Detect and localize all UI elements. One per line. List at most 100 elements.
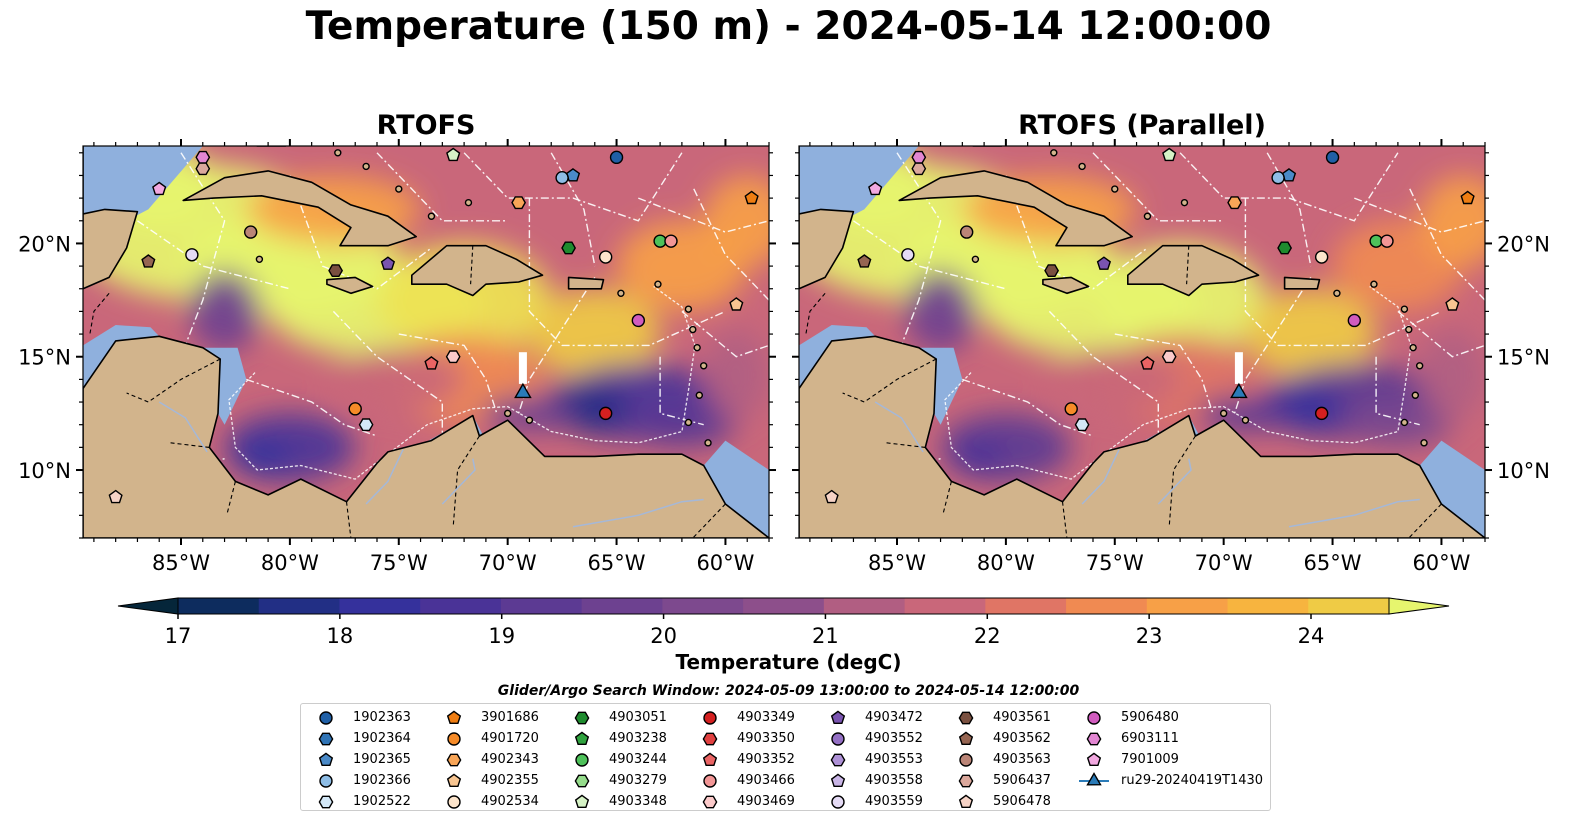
legend-item: 4903279 — [565, 770, 667, 791]
land-cuba — [182, 170, 418, 247]
legend-swatch — [319, 711, 333, 725]
legend-label: 4903559 — [865, 794, 923, 809]
island — [971, 255, 980, 263]
eez-boundary — [638, 197, 769, 233]
legend-item: 3901686 — [437, 707, 539, 728]
eez-boundary — [1408, 186, 1485, 301]
float-marker-4903563 — [243, 225, 258, 239]
lon-tick-label: 70°W — [479, 551, 537, 575]
hexagon-marker-icon — [574, 774, 590, 788]
island — [362, 162, 370, 171]
eez-boundary — [1354, 197, 1485, 233]
float-marker-4903348 — [446, 147, 461, 162]
colorbar: 17 18 19 20 21 22 23 24 — [117, 597, 1450, 648]
legend-label: 4903352 — [737, 752, 795, 767]
pentagon-marker-icon — [318, 752, 334, 766]
circle-marker-icon — [1087, 711, 1101, 725]
legend-label: 4903561 — [993, 710, 1051, 725]
glider-track — [518, 352, 527, 384]
colorbar-tick-label: 22 — [974, 624, 1001, 648]
island — [1411, 391, 1420, 399]
circle-marker-icon — [703, 711, 717, 725]
legend-label: 1902364 — [353, 731, 411, 746]
colorbar-extend-min — [117, 597, 179, 615]
lon-tick-label: 80°W — [977, 551, 1035, 575]
land-florida — [256, 146, 287, 147]
legend-item: 4903238 — [565, 728, 667, 749]
lon-tick-label: 65°W — [588, 551, 646, 575]
legend-item: 1902366 — [309, 770, 411, 791]
legend-swatch — [574, 711, 590, 725]
legend-label: 4903472 — [865, 710, 923, 725]
float-marker-4903352 — [424, 356, 439, 370]
legend-label: 5906478 — [993, 794, 1051, 809]
legend-item: 1902363 — [309, 707, 411, 728]
island — [503, 409, 512, 418]
land-jamaica — [326, 276, 374, 295]
river — [874, 401, 924, 453]
shelf-area — [1419, 440, 1485, 538]
legend-swatch — [1087, 711, 1101, 725]
float-marker-4903348 — [1162, 147, 1177, 162]
eez-boundary — [962, 378, 1094, 437]
lon-tick-label: 85°W — [868, 551, 926, 575]
island — [255, 255, 264, 263]
legend-item: 4903552 — [821, 728, 923, 749]
island — [1241, 416, 1250, 424]
legend-item: 4903559 — [821, 791, 923, 812]
legend-item: 5906437 — [949, 770, 1051, 791]
island — [704, 439, 712, 447]
colorbar-segment — [823, 598, 906, 614]
land-central — [83, 335, 769, 538]
colorbar-tick-label: 24 — [1298, 624, 1325, 648]
search-window-text: Glider/Argo Search Window: 2024-05-09 13… — [497, 683, 1080, 699]
river — [1288, 498, 1420, 528]
legend-item: 5906478 — [949, 791, 1051, 812]
legend-item: 4902355 — [437, 770, 539, 791]
lon-tick-label: 75°W — [1086, 551, 1144, 575]
colorbar-segment — [339, 598, 421, 614]
legend-label: 4903244 — [609, 752, 667, 767]
eez-boundary — [692, 186, 769, 301]
country-border — [452, 435, 480, 527]
float-marker-4902534 — [598, 250, 613, 264]
legend-swatch — [831, 795, 845, 809]
colorbar-segment — [1227, 598, 1309, 614]
float-marker-4902534 — [1314, 250, 1329, 264]
legend-swatch — [447, 732, 461, 746]
hexagon-marker-icon — [318, 732, 334, 746]
colorbar-extend-max — [1388, 597, 1450, 615]
legend-swatch — [1086, 772, 1102, 786]
country-border — [226, 481, 236, 516]
float-marker-5906480 — [631, 313, 646, 328]
circle-marker-icon — [319, 711, 333, 725]
legend-label: 4903563 — [993, 752, 1051, 767]
legend-swatch — [958, 774, 974, 788]
island — [427, 212, 436, 220]
legend-label: 4903562 — [993, 731, 1051, 746]
colorbar-segment — [662, 598, 744, 614]
eez-boundary — [137, 220, 291, 290]
circle-marker-icon — [703, 774, 717, 788]
legend-swatch — [702, 795, 718, 809]
float-marker-4902355 — [729, 297, 744, 311]
legend-item: 4903562 — [949, 728, 1051, 749]
pentagon-marker-icon — [830, 773, 846, 787]
legend-label: 4903051 — [609, 710, 667, 725]
legend-column: 5906480 6903111 7901009 ru29-20240419T1430 — [1077, 707, 1263, 791]
hexagon-marker-icon — [574, 711, 590, 725]
float-marker-1902365 — [1281, 168, 1297, 182]
river — [572, 498, 704, 528]
colorbar-segment — [1066, 598, 1148, 614]
legend-item: 4903553 — [821, 749, 923, 770]
legend-item: ru29-20240419T1430 — [1077, 770, 1263, 791]
legend-swatch — [702, 752, 718, 766]
legend-swatch — [318, 732, 334, 746]
legend-item: 4902343 — [437, 749, 539, 770]
lon-tick-label: 65°W — [1304, 551, 1362, 575]
map-panel-rtofs: 85°W 80°W 75°W 70°W 65°W 60°W 20°N 15°N 10°N — [18, 139, 776, 575]
float-marker-7901009 — [152, 181, 167, 196]
colorbar-segment — [743, 598, 825, 614]
pentagon-marker-icon — [830, 710, 846, 724]
panel-title-rtofs-parallel: RTOFS (Parallel) — [1018, 110, 1266, 141]
